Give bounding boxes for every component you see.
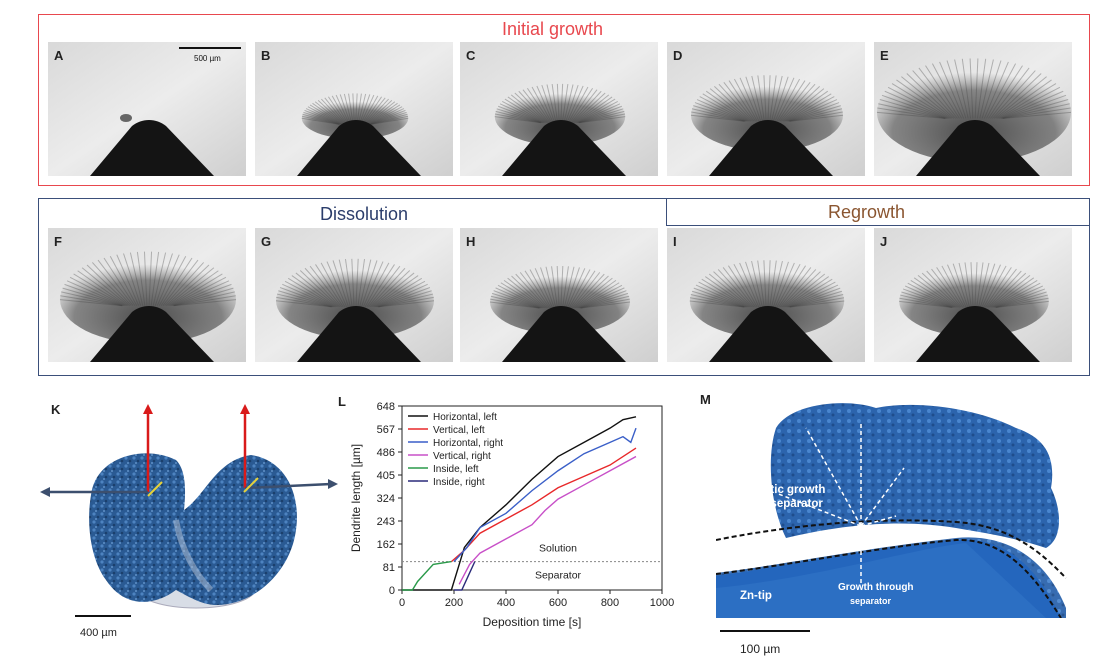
x-tick-label: 200 — [445, 597, 463, 609]
panel-m-3d-render — [716, 403, 1067, 618]
panel-letter: D — [673, 48, 683, 63]
scale-bar-top-label: 500 µm — [194, 54, 221, 63]
panel-letter: G — [261, 234, 272, 249]
initial-growth-box — [38, 14, 1090, 186]
y-tick-label: 405 — [377, 470, 395, 482]
legend-entry: Vertical, right — [433, 451, 491, 462]
legend-entry: Horizontal, left — [433, 412, 497, 423]
scale-bar-top — [179, 47, 241, 49]
micrograph-image — [48, 42, 246, 176]
panel-letter: B — [261, 48, 271, 63]
panel-m-scale-bar — [720, 630, 810, 632]
panel-letter: F — [54, 234, 62, 249]
x-tick-label: 800 — [601, 597, 619, 609]
y-tick-label: 567 — [377, 424, 395, 436]
legend-entry: Inside, left — [433, 464, 479, 475]
micrograph-image — [667, 42, 865, 176]
panel-m-label-zntip: Zn-tip — [740, 590, 772, 602]
y-tick-label: 81 — [383, 562, 395, 574]
panel-m-scale-label: 100 µm — [740, 642, 781, 656]
y-axis-label: Dendrite length [µm] — [349, 444, 363, 552]
y-tick-label: 648 — [377, 401, 395, 413]
series-line-5 — [454, 561, 476, 591]
series-line-4 — [402, 560, 452, 591]
legend-entry: Vertical, left — [433, 425, 485, 436]
x-tick-label: 1000 — [650, 597, 674, 609]
initial-panel: C — [460, 42, 658, 176]
series-line-3 — [458, 455, 637, 585]
panel-m-label-dendritic-2: above separator — [734, 498, 823, 510]
dissolution-panel: I — [667, 228, 865, 362]
panel-k-scale-label: 400 µm — [80, 627, 117, 639]
x-tick-label: 0 — [399, 597, 405, 609]
panel-letter: I — [673, 234, 677, 249]
dissolution-box — [38, 198, 1090, 376]
y-tick-label: 243 — [377, 516, 395, 528]
initial-panel: D — [667, 42, 865, 176]
legend-entry: Inside, right — [433, 477, 485, 488]
regrowth-underline — [666, 225, 1090, 226]
panel-k-3d-render — [40, 404, 338, 609]
panel-k-scale-bar — [75, 615, 131, 617]
dissolution-panel: G — [255, 228, 453, 362]
micrograph-image — [874, 42, 1072, 176]
panel-letter: J — [880, 234, 888, 249]
micrograph-image — [874, 228, 1072, 362]
regrowth-divider — [666, 198, 667, 226]
initial-panel: B — [255, 42, 453, 176]
panel-m-label-through-2: separator — [850, 596, 892, 606]
x-axis-label: Deposition time [s] — [483, 615, 582, 629]
regrowth-title: Regrowth — [822, 202, 912, 223]
y-tick-label: 324 — [377, 493, 395, 505]
initial-panel: E — [874, 42, 1072, 176]
panel-letter: E — [880, 48, 889, 63]
y-tick-label: 0 — [389, 585, 395, 597]
micrograph-image — [460, 42, 658, 176]
micrograph-image — [48, 228, 246, 362]
chart-annotation: Solution — [539, 543, 577, 555]
micrograph-image — [255, 42, 453, 176]
series-line-0 — [402, 416, 637, 591]
initial-growth-title: Initial growth — [496, 19, 610, 40]
micrograph-image — [667, 228, 865, 362]
y-tick-label: 486 — [377, 447, 395, 459]
dendrite-length-chart: 0 81 162 243 324 405 486 567 648 0 200 400 600 800 100… — [349, 401, 674, 629]
panel-letter: C — [466, 48, 476, 63]
x-tick-label: 600 — [549, 597, 567, 609]
micrograph-image — [255, 228, 453, 362]
dissolution-panel: F — [48, 228, 246, 362]
dissolution-panel: H — [460, 228, 658, 362]
chart-annotation: Separator — [535, 570, 582, 582]
y-tick-label: 162 — [377, 539, 395, 551]
series-line-2 — [453, 427, 637, 563]
panel-m-label-separator: Separator — [734, 549, 788, 561]
panel-m-label-dendritic-1: Dendritic growth — [734, 484, 826, 496]
dissolution-panel: J — [874, 228, 1072, 362]
micrograph-image — [460, 228, 658, 362]
dissolution-title: Dissolution — [314, 204, 415, 225]
panel-letter: A — [54, 48, 64, 63]
initial-panel: A — [48, 42, 246, 176]
panel-letter: H — [466, 234, 476, 249]
legend-entry: Horizontal, right — [433, 438, 503, 449]
x-tick-label: 400 — [497, 597, 515, 609]
panel-letter-l: L — [338, 394, 346, 409]
panel-letter-m: M — [700, 392, 711, 407]
panel-m-label-through-1: Growth through — [838, 582, 914, 593]
panel-letter-k: K — [51, 402, 61, 417]
